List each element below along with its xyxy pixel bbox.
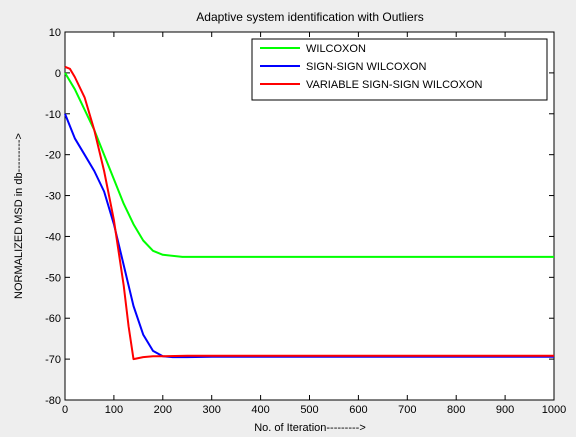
y-tick-label: -80 <box>45 395 61 407</box>
x-axis-label: No. of Iteration---------> <box>254 422 366 434</box>
x-tick-label: 0 <box>62 404 68 416</box>
x-tick-label: 400 <box>251 404 269 416</box>
x-tick-label: 300 <box>203 404 221 416</box>
x-tick-label: 100 <box>105 404 123 416</box>
series-line-3 <box>64 65 554 361</box>
y-tick-label: -40 <box>45 231 61 243</box>
y-axis-label: NORMALIZED MSD in db---------> <box>13 133 25 299</box>
legend-box <box>251 38 548 101</box>
x-tick-label: 200 <box>154 404 172 416</box>
x-tick-label: 800 <box>447 404 465 416</box>
y-tick-label: -30 <box>45 191 61 203</box>
legend-label-3: VARIABLE SIGN-SIGN WILCOXON <box>306 79 482 91</box>
y-tick-label: -60 <box>45 313 61 325</box>
x-tick-label: 700 <box>398 404 416 416</box>
x-tick-label: 1000 <box>542 404 566 416</box>
x-tick-label: 600 <box>349 404 367 416</box>
legend-label-2: SIGN-SIGN WILCOXON <box>306 61 426 73</box>
x-axis-ticks: 0 100 200 300 400 500 600 700 800 900 1000 <box>62 32 566 416</box>
y-tick-label: 10 <box>49 27 61 39</box>
y-tick-label: -50 <box>45 272 61 284</box>
y-tick-label: -10 <box>45 109 61 121</box>
x-tick-label: 500 <box>300 404 318 416</box>
y-tick-label: 0 <box>55 68 61 80</box>
x-tick-label: 900 <box>496 404 514 416</box>
y-tick-label: -20 <box>45 150 61 162</box>
legend: WILCOXON SIGN-SIGN WILCOXON VARIABLE SIGN-… <box>251 38 548 101</box>
legend-label-1: WILCOXON <box>306 43 366 55</box>
chart-title: Adaptive system identification with Outl… <box>196 10 423 24</box>
series-lines <box>64 65 554 361</box>
y-tick-label: -70 <box>45 354 61 366</box>
y-axis-ticks: 10 0 -10 -20 -30 -40 -50 -60 -70 -80 <box>45 27 554 407</box>
